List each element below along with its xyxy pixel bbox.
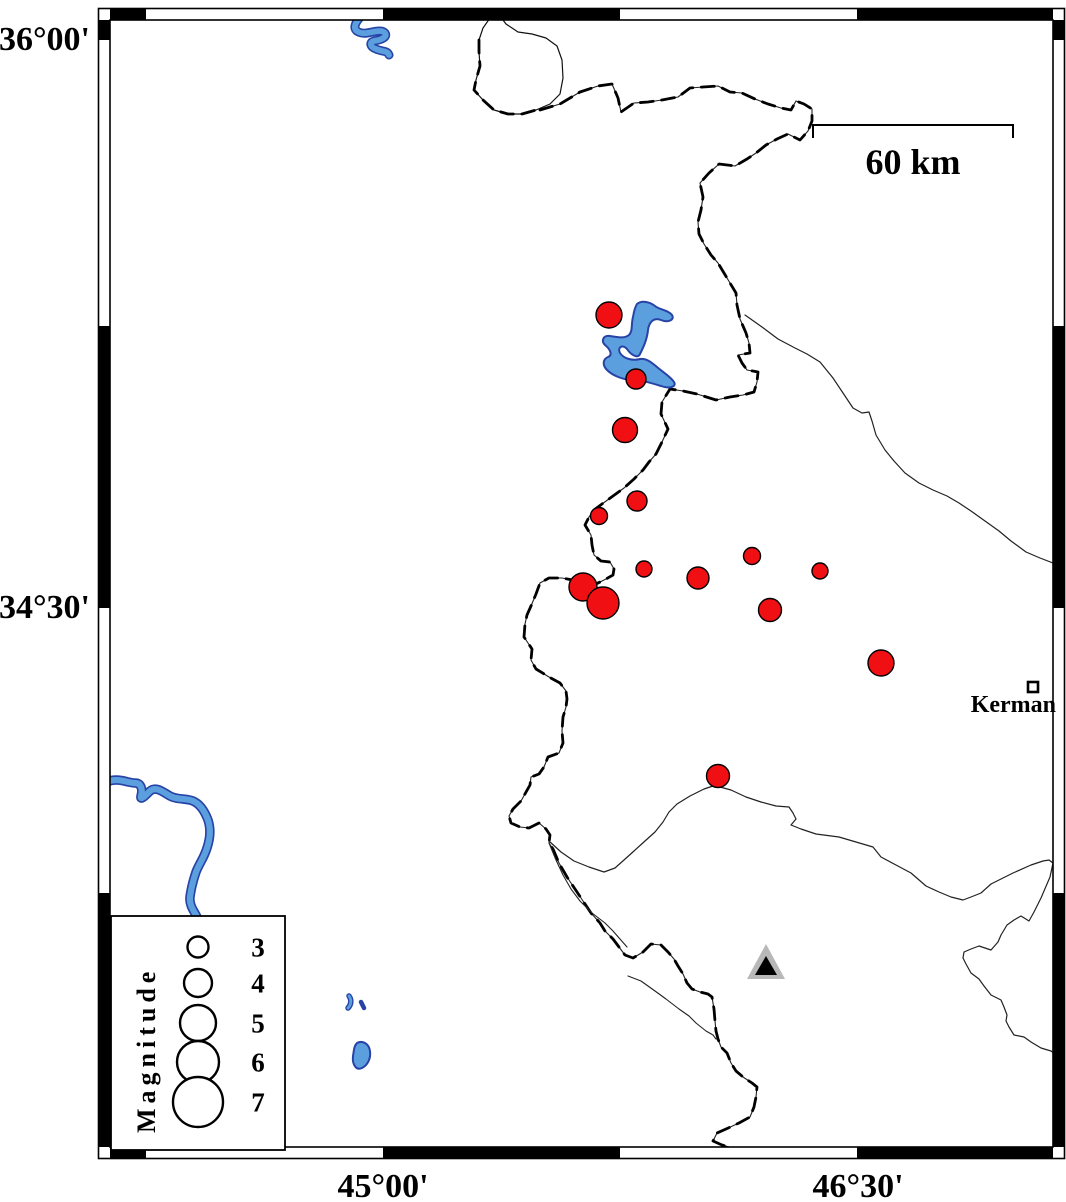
boundary-line-south [627, 975, 717, 1040]
frame-tick-left [98, 893, 110, 1147]
volcano-inner-triangle [755, 956, 777, 975]
volcano-marker [747, 944, 785, 979]
legend-magnitude-label: 3 [251, 933, 265, 963]
epicenter [589, 506, 609, 526]
city-marker-group [1026, 680, 1040, 694]
scale-bar-group [812, 124, 1014, 138]
epicenter [611, 416, 639, 444]
boundary-line-southwest [548, 842, 628, 948]
legend-circle [182, 967, 214, 999]
epicenter [742, 546, 762, 566]
geo-layer [110, 20, 1053, 1147]
scale-bar-label: 60 km [865, 142, 960, 182]
river-north [352, 20, 392, 58]
lon-label-west: 45°00' [337, 1168, 428, 1202]
frame-tick-segments [98, 8, 1065, 1159]
legend-circle [186, 935, 210, 959]
frame-tick-right [1053, 326, 1065, 608]
epicenter-layer [568, 301, 895, 789]
lon-label-east: 46°30' [812, 1168, 903, 1202]
lake [601, 300, 676, 389]
lat-label-top: 36°00' [0, 21, 90, 58]
epicenter [705, 763, 731, 789]
scale-bar [812, 124, 1014, 138]
border-loop [473, 20, 564, 115]
frame-tick-right [1053, 893, 1065, 1147]
frame-tick-left [98, 20, 110, 40]
frame-tick-left [98, 326, 110, 608]
legend-rows: 3 4 5 6 7 [171, 933, 265, 1129]
city-label: Kerman [971, 692, 1056, 718]
frame-tick-bottom [857, 1147, 1053, 1159]
epicenter [626, 490, 648, 512]
magnitude-legend: Magnitude 3 4 5 6 7 [110, 915, 286, 1151]
legend-magnitude-label: 7 [251, 1088, 265, 1118]
river-west [110, 776, 213, 921]
frame-tick-top [383, 8, 620, 20]
map-frame [97, 7, 1066, 1160]
legend-magnitude-label: 5 [251, 1009, 265, 1039]
pond-small-2 [358, 999, 367, 1011]
city-square [1026, 680, 1040, 694]
frame-tick-bottom [110, 1147, 146, 1159]
frame-tick-bottom [383, 1147, 620, 1159]
lat-label-middle: 34°30' [0, 589, 90, 626]
frame-tick-top [857, 8, 1053, 20]
legend-magnitude-label: 4 [251, 969, 265, 999]
epicenter [586, 586, 620, 620]
boundary-line-east [548, 785, 1053, 1054]
boundary-line-northeast [744, 314, 1053, 564]
epicenter [686, 566, 710, 590]
border-dashed-line [507, 82, 814, 1147]
legend-title: Magnitude [132, 967, 161, 1133]
epicenter [757, 597, 783, 623]
epicenter [811, 562, 829, 580]
legend-circle [178, 1003, 218, 1043]
border-loop-dash [472, 38, 538, 116]
frame-tick-top [110, 8, 146, 20]
pond-small-1-core [346, 994, 353, 1010]
epicenter [635, 560, 653, 578]
frame-tick-right [1053, 20, 1065, 40]
pond-small-3 [351, 1041, 372, 1070]
legend-magnitude-label: 6 [251, 1048, 265, 1078]
legend-circle [171, 1075, 225, 1129]
epicenter [625, 368, 647, 390]
epicenter [595, 301, 623, 329]
epicenter [867, 649, 895, 677]
